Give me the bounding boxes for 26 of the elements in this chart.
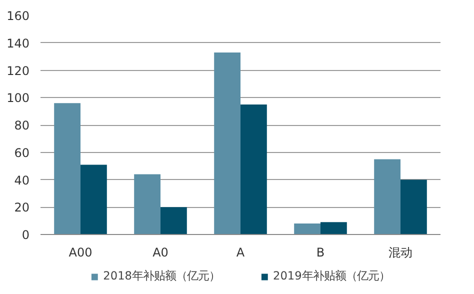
bar <box>54 103 80 234</box>
x-tick-label: A0 <box>152 246 168 260</box>
bar <box>134 174 160 234</box>
bar <box>214 52 240 234</box>
bar <box>80 164 107 234</box>
bar <box>374 159 400 234</box>
y-tick-label: 0 <box>22 228 30 242</box>
bar <box>240 104 267 234</box>
y-tick-label: 20 <box>14 200 30 215</box>
x-tick-label: A <box>236 246 246 260</box>
y-tick-label: 160 <box>6 9 30 23</box>
bar <box>320 222 347 234</box>
x-tick-label: B <box>316 246 325 260</box>
y-tick-label: 60 <box>14 146 30 160</box>
bar <box>294 224 320 234</box>
y-tick-label: 100 <box>6 91 30 106</box>
bar <box>400 180 427 234</box>
y-tick-label: 40 <box>14 173 30 188</box>
x-tick-label: A00 <box>68 246 92 260</box>
x-tick-label: 混动 <box>388 246 412 260</box>
legend-label: 2019年补贴额（亿元） <box>273 268 390 284</box>
bar <box>160 207 187 234</box>
y-tick-label: 140 <box>6 36 30 50</box>
legend-label: 2018年补贴额（亿元） <box>103 268 220 284</box>
y-tick-label: 120 <box>6 64 30 78</box>
y-tick-label: 80 <box>14 118 30 132</box>
